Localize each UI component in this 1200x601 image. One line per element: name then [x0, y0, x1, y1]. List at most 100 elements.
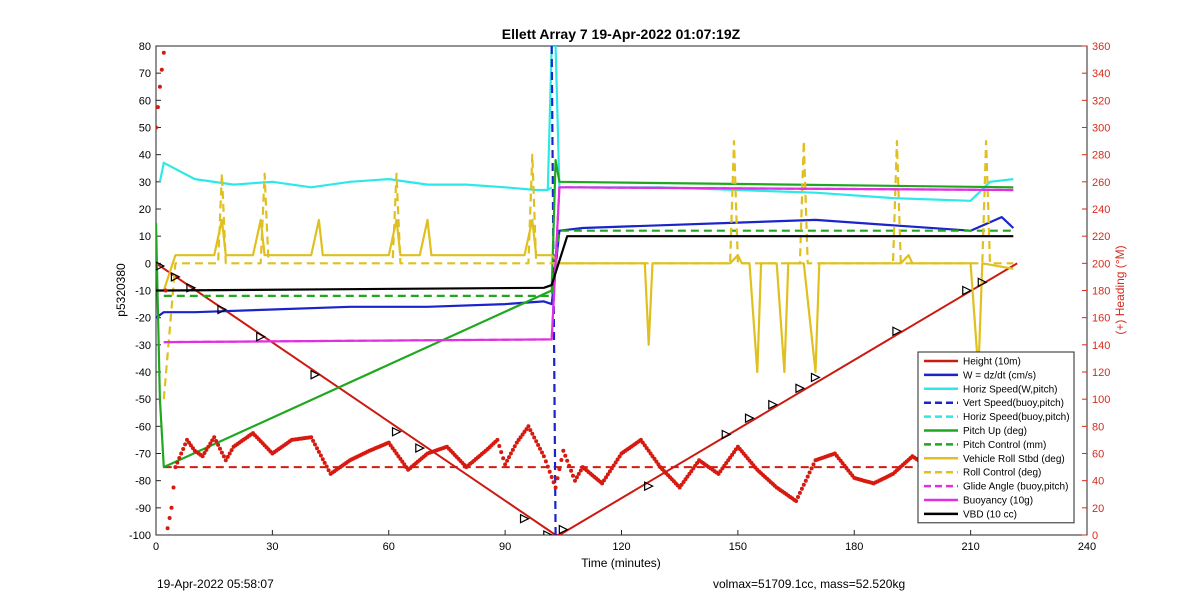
heading-point: [212, 435, 217, 440]
heading-point: [156, 125, 158, 130]
heading-point: [605, 472, 610, 477]
heading-point: [559, 458, 564, 462]
heading-point: [553, 485, 558, 490]
height-marker: [391, 426, 402, 437]
heading-point: [540, 450, 544, 455]
height-marker: [156, 261, 166, 271]
heading-point: [177, 456, 182, 460]
heading-point: [318, 453, 323, 458]
height-marker: [721, 429, 732, 440]
heading-point: [799, 486, 804, 491]
footer-timestamp: 19-Apr-2022 05:58:07: [157, 577, 274, 591]
heading-point: [543, 459, 548, 464]
height-marker: [310, 369, 321, 380]
heading-point: [640, 440, 645, 445]
legend-entry: Pitch Control (mm): [963, 440, 1046, 451]
heading-point: [573, 478, 577, 483]
y-tick-label: -20: [135, 313, 151, 325]
y2-tick-label: 300: [1092, 123, 1110, 135]
heading-point: [183, 442, 188, 447]
heading-point: [571, 473, 575, 478]
heading-point: [617, 454, 622, 459]
legend-entry: Buoyancy (10g): [963, 496, 1033, 507]
y-tick-label: -30: [135, 340, 151, 352]
footer-volume-mass: volmax=51709.1cc, mass=52.520kg: [713, 577, 906, 591]
series-buoyancy-10g: [163, 186, 1014, 344]
heading-point: [561, 448, 566, 453]
x-tick-label: 0: [153, 541, 159, 553]
legend-entry: Glide Angle (buoy,pitch): [963, 482, 1068, 493]
height-marker: [768, 399, 779, 410]
heading-point: [600, 481, 605, 486]
y2-tick-label: 140: [1092, 340, 1110, 352]
series-w-dz-dt-cm-s: [156, 216, 1015, 319]
y2-tick-label: 220: [1092, 231, 1110, 243]
heading-point: [200, 454, 205, 459]
heading-point: [163, 288, 168, 293]
legend-box: [917, 351, 1075, 524]
heading-point: [803, 478, 808, 483]
heading-point: [156, 105, 160, 110]
heading-point: [400, 459, 405, 464]
legend-entry: Pitch Up (deg): [963, 426, 1027, 437]
y2-tick-label: 280: [1092, 150, 1110, 162]
heading-point: [530, 431, 535, 436]
heading-point: [549, 475, 554, 479]
height-marker: [744, 413, 755, 424]
heading-point: [541, 454, 546, 459]
heading-point: [689, 469, 694, 474]
y-axis-label: p5320380: [114, 263, 128, 317]
heading-point: [315, 446, 319, 451]
y-tick-label: -50: [135, 394, 151, 406]
y-tick-label: 20: [139, 204, 151, 216]
heading-point: [175, 460, 180, 465]
heading-point: [497, 444, 502, 448]
legend-entry: Height (10m): [963, 357, 1021, 368]
series-horiz-speed-buoy-pitch: [547, 186, 553, 191]
height-marker: [256, 331, 267, 342]
legend-entry: W = dz/dt (cm/s): [963, 370, 1036, 381]
heading-point: [218, 446, 222, 451]
y-tick-label: -100: [129, 530, 151, 542]
heading-point: [210, 438, 215, 443]
heading-point: [173, 465, 178, 470]
series-vehicle-roll-stbd-deg: [162, 218, 1014, 374]
heading-point: [508, 451, 513, 456]
y-tick-label: -60: [135, 421, 151, 433]
series-pitch-up-deg: [156, 159, 1014, 469]
y2-tick-label: 340: [1092, 68, 1110, 80]
legend-entry: Vert Speed(buoy,pitch): [963, 398, 1064, 409]
heading-point: [322, 460, 327, 465]
series-layer: [156, 46, 1018, 535]
y2-tick-label: 160: [1092, 313, 1110, 325]
heading-point: [219, 450, 224, 455]
y-tick-label: -90: [135, 503, 151, 515]
heading-point: [204, 447, 209, 452]
height-marker: [892, 326, 903, 337]
y-tick-label: -80: [135, 476, 151, 488]
heading-point: [574, 475, 579, 480]
x-tick-label: 240: [1078, 541, 1096, 553]
y-tick-label: 10: [139, 231, 151, 243]
y2-tick-label: 200: [1092, 258, 1110, 270]
series-vbd-10-cc: [156, 235, 1014, 292]
heading-point: [615, 457, 620, 462]
legend-entry: Horiz Speed(W,pitch): [963, 384, 1057, 395]
heading-point: [569, 468, 574, 473]
heading-point: [324, 464, 329, 469]
heading-point: [677, 485, 682, 490]
heading-point: [578, 468, 583, 473]
heading-point: [229, 448, 234, 453]
height-marker: [519, 513, 530, 524]
heading-point: [167, 516, 172, 520]
heading-point: [536, 443, 541, 447]
heading-point: [169, 505, 174, 510]
legend: Height (10m) W = dz/dt (cm/s) Horiz Speed(…: [917, 351, 1075, 524]
y-tick-label: 80: [139, 41, 151, 53]
heading-point: [202, 451, 207, 455]
x-axis: 0 30 60 90 120 150 180 210 240: [153, 530, 1096, 553]
y-tick-label: 60: [139, 95, 151, 107]
heading-point: [171, 485, 176, 490]
heading-point: [604, 475, 608, 480]
y-tick-label: 40: [139, 150, 151, 162]
